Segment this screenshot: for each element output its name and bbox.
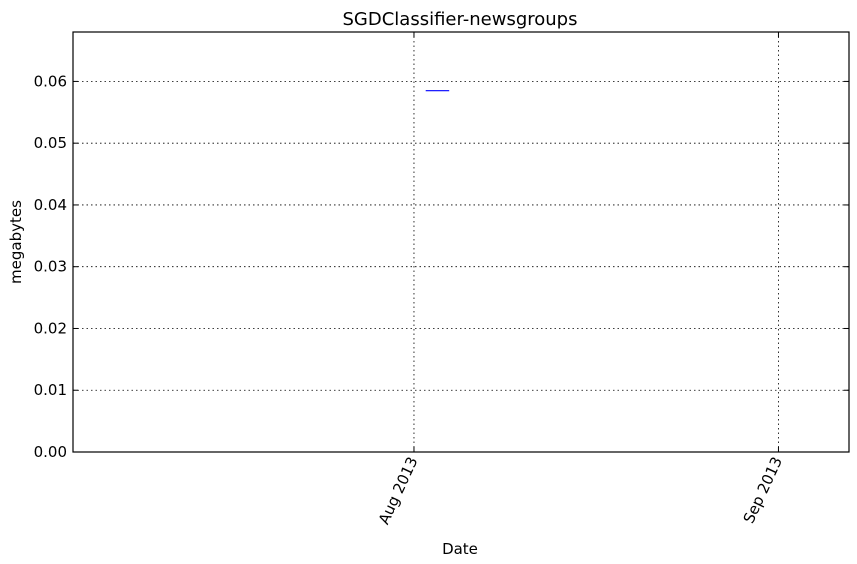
x-tick-label: Sep 2013 — [740, 454, 786, 526]
chart-title: SGDClassifier-newsgroups — [343, 9, 578, 30]
y-tick-label: 0.04 — [34, 196, 67, 214]
y-tick-label: 0.02 — [34, 319, 67, 337]
y-tick-label: 0.05 — [34, 134, 67, 152]
x-tick-label: Aug 2013 — [375, 454, 422, 527]
x-axis-label: Date — [442, 540, 478, 558]
y-tick-label: 0.01 — [34, 381, 67, 399]
y-axis-label: megabytes — [7, 200, 25, 284]
y-tick-label: 0.06 — [34, 72, 67, 90]
plot-area — [73, 32, 849, 452]
y-tick-label: 0.03 — [34, 258, 67, 276]
y-tick-label: 0.00 — [34, 443, 67, 461]
